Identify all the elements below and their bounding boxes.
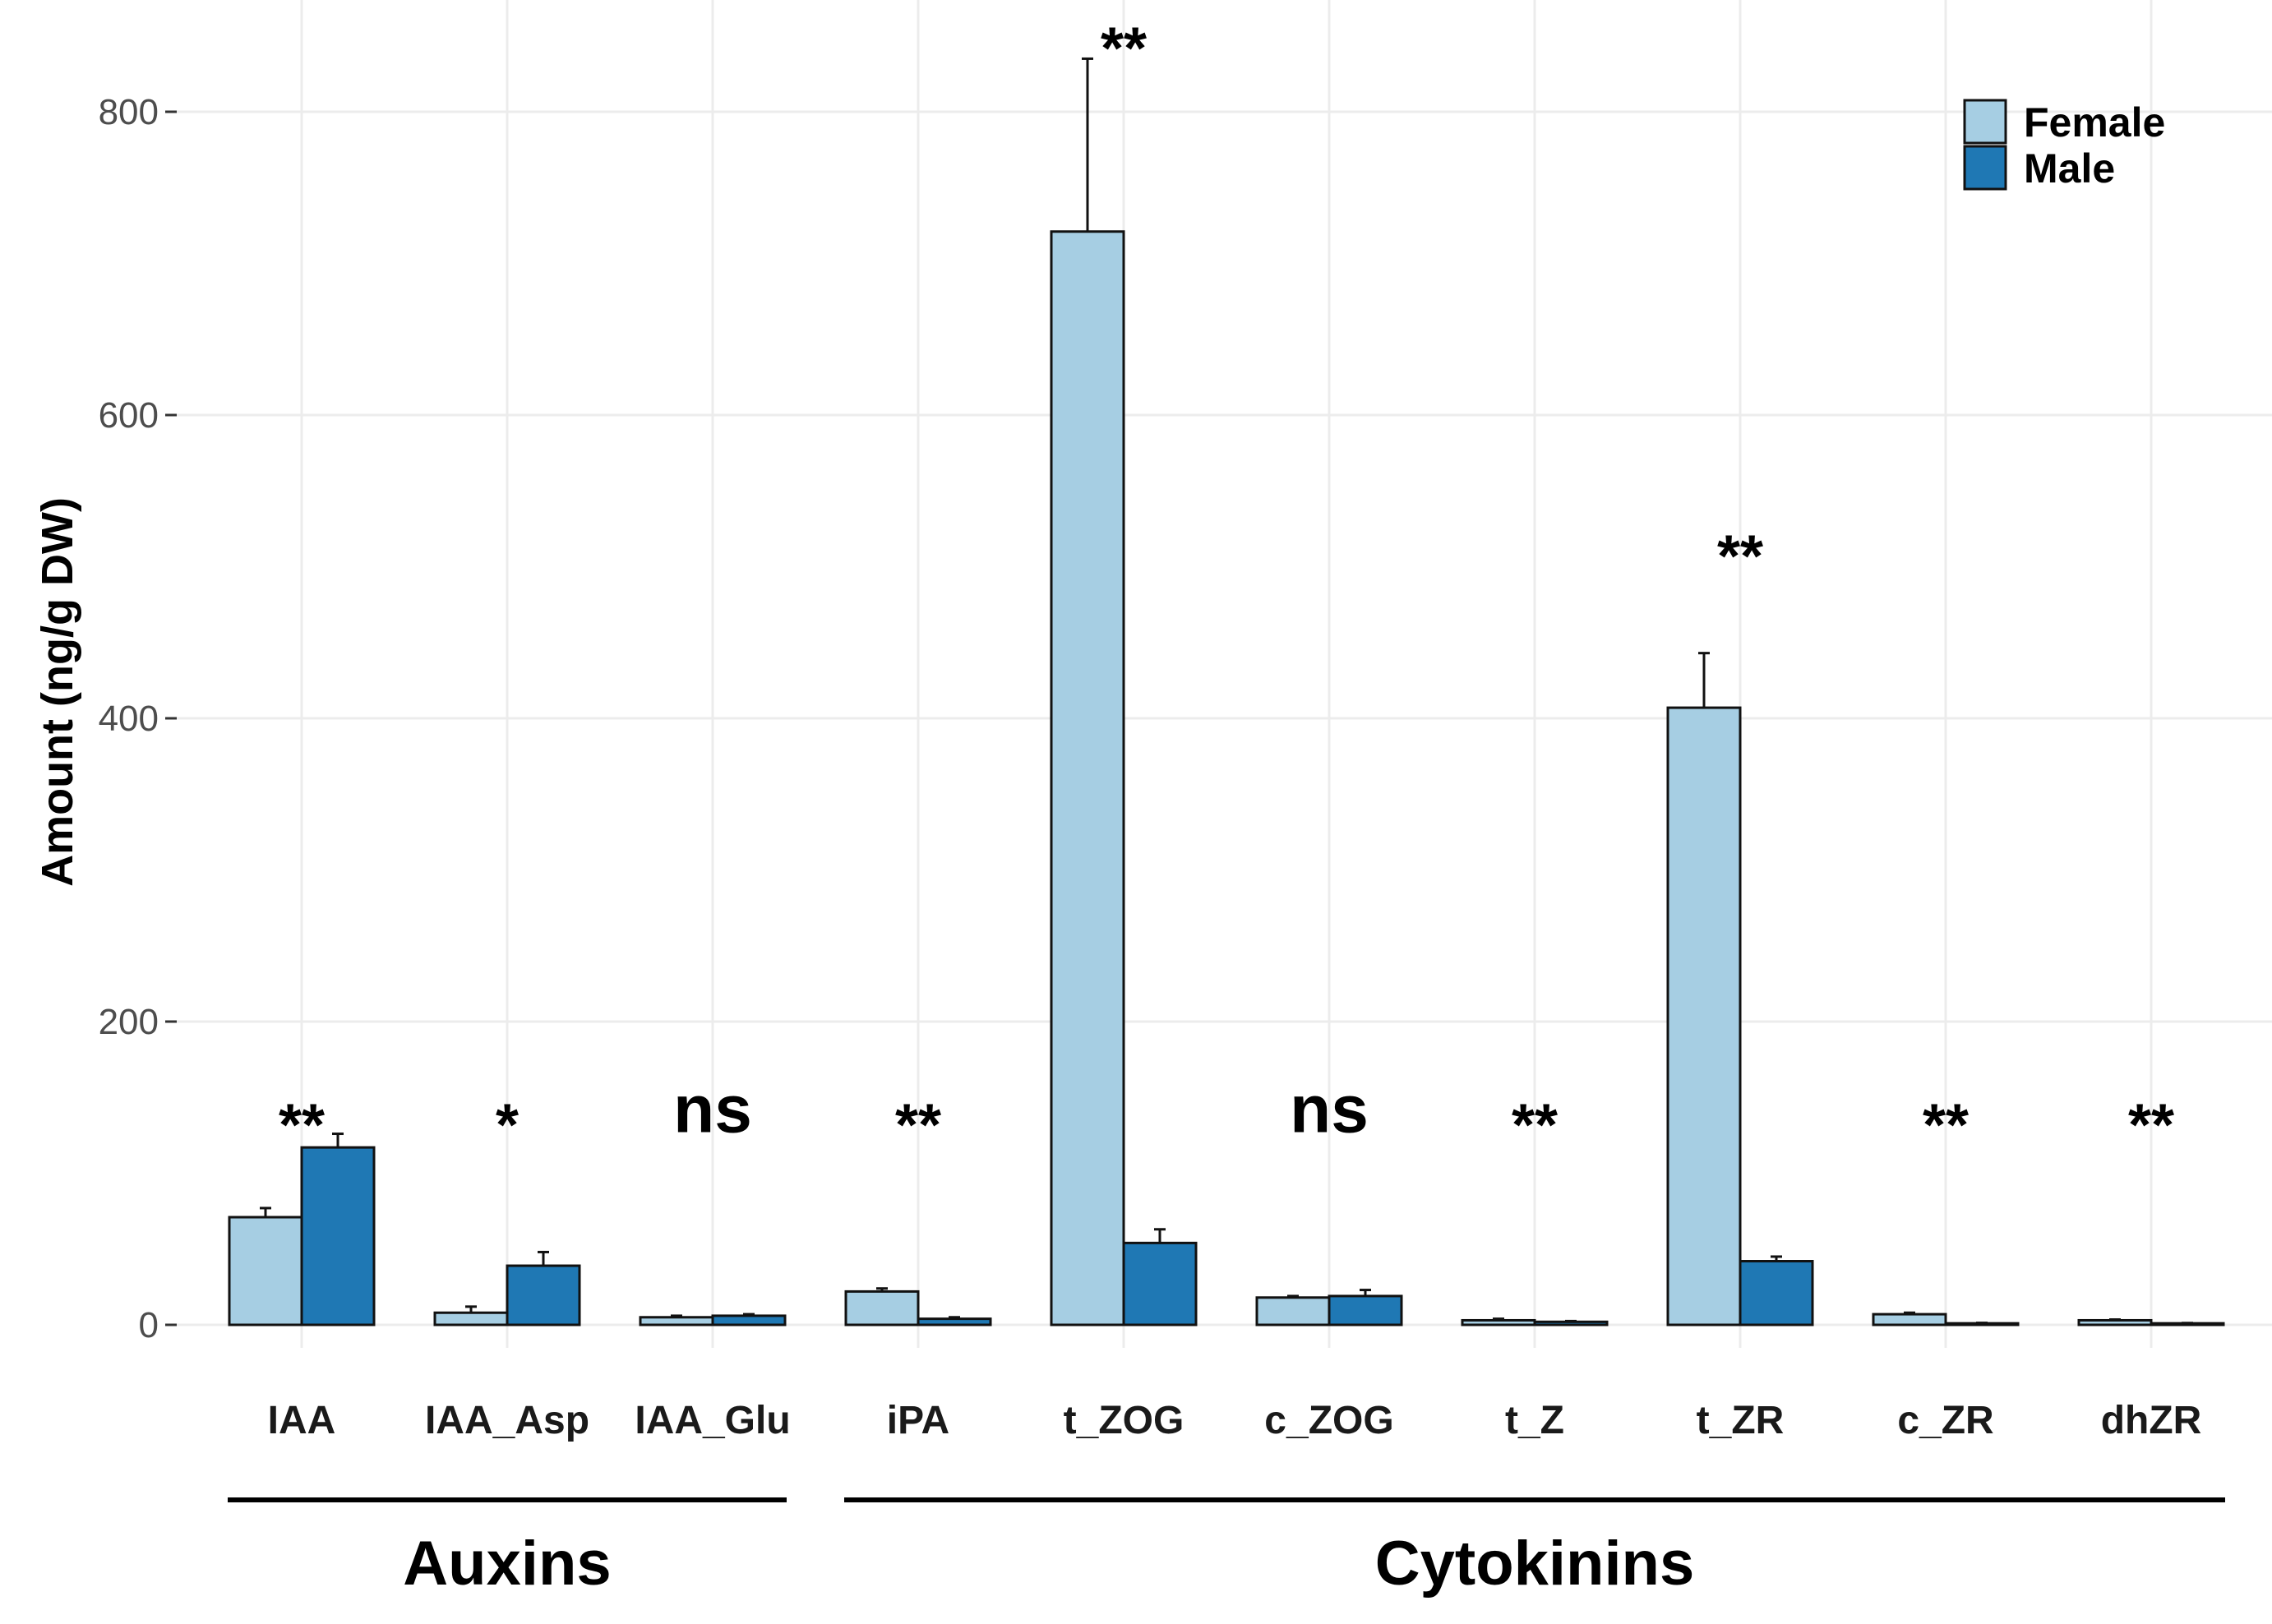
bar-male-t-zog <box>1122 1241 1198 1326</box>
ytick-label-0: 0 <box>139 1305 159 1345</box>
ytick-label-200: 200 <box>99 1002 159 1042</box>
annotation-layer: ** * ns ****ns ****** ** <box>279 16 2174 1158</box>
xtick-label-c-zog: c_ZOG <box>1264 1399 1393 1442</box>
bar-female-t-zog <box>1050 230 1125 1326</box>
group-label-auxins: Auxins <box>403 1529 611 1599</box>
significance-label-t-zr: ** <box>1717 524 1763 589</box>
ytick-label-800: 800 <box>99 92 159 132</box>
bar-male-t-zr <box>1739 1260 1814 1326</box>
legend: Female Male <box>1963 99 2165 191</box>
bar-female-dhzr <box>2077 1318 2153 1326</box>
xtick-label-iaa-asp: IAA_Asp <box>425 1399 589 1442</box>
ytick-label-600: 600 <box>99 395 159 436</box>
xtick-label-ipa: iPA <box>887 1399 949 1442</box>
bar-female-iaa-glu <box>639 1316 714 1326</box>
xtick-label-t-zr: t_ZR <box>1697 1399 1785 1442</box>
bar-female-t-zr <box>1666 706 1742 1326</box>
bar-male-ipa <box>917 1317 992 1326</box>
significance-label-iaa: ** <box>279 1092 325 1158</box>
bar-female-c-zr <box>1872 1313 1947 1326</box>
significance-label-ipa: ** <box>895 1092 941 1158</box>
xtick-label-t-zog: t_ZOG <box>1064 1399 1184 1442</box>
axis-layer: 0 200 400 600 800 IAA IAA_Asp IAA_Glu iPA t_ZOG c_… <box>99 92 2202 1442</box>
y-axis-title: Amount (ng/g DW) <box>33 497 82 887</box>
bar-female-t-z <box>1461 1318 1536 1326</box>
significance-label-dhzr: ** <box>2128 1092 2174 1158</box>
xtick-label-iaa: IAA <box>268 1399 336 1442</box>
legend-label-male: Male <box>2024 145 2115 191</box>
bar-male-iaa-asp <box>506 1264 581 1326</box>
significance-label-iaa-glu: ns <box>673 1072 752 1146</box>
bar-female-c-zog <box>1255 1296 1331 1326</box>
xtick-label-dhzr: dhZR <box>2101 1399 2202 1442</box>
xtick-label-t-z: t_Z <box>1505 1399 1564 1442</box>
legend-label-female: Female <box>2024 99 2165 145</box>
legend-swatch-female <box>1963 99 2007 145</box>
bar-male-iaa-glu <box>711 1314 787 1326</box>
bar-female-ipa <box>844 1290 920 1326</box>
significance-label-iaa-asp: * <box>496 1092 519 1158</box>
bar-layer <box>228 57 2225 1326</box>
xtick-label-iaa-glu: IAA_Glu <box>635 1399 790 1442</box>
legend-swatch-male <box>1963 145 2007 191</box>
xtick-label-c-zr: c_ZR <box>1897 1399 1993 1442</box>
significance-label-t-zog: ** <box>1101 16 1147 81</box>
bar-female-iaa <box>228 1216 303 1326</box>
significance-label-t-z: ** <box>1512 1092 1558 1158</box>
significance-label-c-zr: ** <box>1923 1092 1969 1158</box>
group-layer: Auxins Cytokinins <box>228 1497 2225 1599</box>
bar-male-iaa <box>300 1146 376 1326</box>
significance-label-c-zog: ns <box>1290 1072 1369 1146</box>
group-label-cytokinins: Cytokinins <box>1375 1529 1695 1599</box>
ytick-label-400: 400 <box>99 699 159 739</box>
bar-male-c-zog <box>1328 1294 1403 1326</box>
bar-female-iaa-asp <box>433 1311 509 1326</box>
